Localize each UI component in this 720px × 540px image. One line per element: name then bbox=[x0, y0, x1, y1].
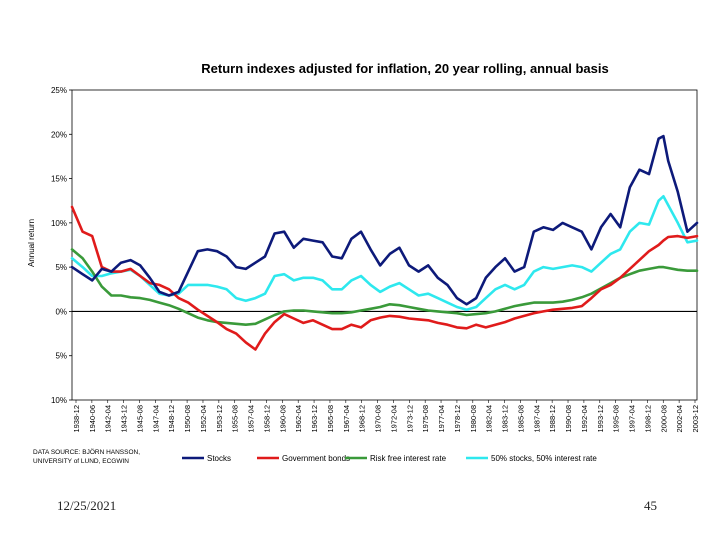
legend-label: Stocks bbox=[207, 454, 231, 463]
plot-area bbox=[71, 89, 698, 401]
x-tick-label: 1947-04 bbox=[151, 405, 160, 433]
x-tick-label: 1973-12 bbox=[405, 405, 414, 433]
source-note-line-2: UNIVERSITY of LUND, ECGWIN bbox=[33, 458, 129, 465]
series-line-mix-50-50 bbox=[70, 195, 699, 312]
x-tick-label: 1995-08 bbox=[612, 405, 621, 433]
x-tick-label: 1975-08 bbox=[421, 405, 430, 433]
y-axis-label: Annual return bbox=[27, 219, 36, 267]
x-tick-label: 1978-12 bbox=[453, 405, 462, 433]
legend-label: Government bonds bbox=[282, 454, 350, 463]
x-tick-label: 1963-12 bbox=[310, 405, 319, 433]
x-tick-label: 1950-08 bbox=[183, 405, 192, 433]
source-note-line-1: DATA SOURCE: BJÖRN HANSSON, bbox=[33, 448, 140, 456]
x-tick-label: 1997-04 bbox=[628, 405, 637, 433]
legend-label: Risk free interest rate bbox=[370, 454, 447, 463]
x-tick-label: 1955-08 bbox=[231, 405, 240, 433]
chart: Return indexes adjusted for inflation, 2… bbox=[27, 61, 700, 465]
legend-label: 50% stocks, 50% interest rate bbox=[491, 454, 597, 463]
plot-border bbox=[71, 89, 698, 401]
x-tick-label: 1953-12 bbox=[215, 405, 224, 433]
x-tick-label: 1957-04 bbox=[247, 405, 256, 433]
x-tick-label: 1948-12 bbox=[167, 405, 176, 433]
series-line-government-bonds bbox=[70, 205, 699, 351]
x-tick-label: 1965-08 bbox=[326, 405, 335, 433]
x-tick-label: 1943-12 bbox=[120, 405, 129, 433]
chart-title: Return indexes adjusted for inflation, 2… bbox=[201, 61, 608, 76]
y-tick-label: 20% bbox=[51, 130, 67, 139]
x-tick-label: 1970-08 bbox=[374, 405, 383, 433]
x-tick-label: 1980-08 bbox=[469, 405, 478, 433]
x-tick-label: 1967-04 bbox=[342, 405, 351, 433]
y-tick-label: 5% bbox=[55, 263, 67, 272]
x-tick-label: 1982-04 bbox=[485, 405, 494, 433]
x-tick-label: 1983-12 bbox=[501, 405, 510, 433]
series-layer bbox=[70, 134, 699, 351]
legend: Stocks Government bonds Risk free interest… bbox=[182, 454, 597, 463]
x-tick-label: 1993-12 bbox=[596, 405, 605, 433]
y-tick-label: 10% bbox=[51, 219, 67, 228]
footer-date: 12/25/2021 bbox=[57, 498, 117, 513]
x-tick-label: 1962-04 bbox=[294, 405, 303, 433]
x-tick-label: 1972-04 bbox=[389, 405, 398, 433]
page-number: 45 bbox=[644, 498, 657, 513]
y-axis: 25% 20% 15% 10% 5% 0% 5% 10% bbox=[51, 86, 72, 405]
x-tick-label: 1990-08 bbox=[564, 405, 573, 433]
x-tick-label: 1940-06 bbox=[88, 405, 97, 433]
y-tick-label: 5% bbox=[55, 352, 67, 361]
x-tick-label: 1977-04 bbox=[437, 405, 446, 433]
y-tick-label: 25% bbox=[51, 86, 67, 95]
x-tick-label: 1968-12 bbox=[358, 405, 367, 433]
x-axis: 1938-12 1940-06 1942-04 1943-12 1945-08 1947-… bbox=[72, 400, 700, 433]
y-tick-label: 15% bbox=[51, 175, 67, 184]
x-tick-label: 1942-04 bbox=[104, 405, 113, 433]
x-tick-label: 2000-08 bbox=[659, 405, 668, 433]
x-tick-label: 2003-12 bbox=[691, 405, 700, 433]
x-tick-label: 1945-08 bbox=[135, 405, 144, 433]
x-tick-label: 1988-12 bbox=[548, 405, 557, 433]
x-tick-label: 1938-12 bbox=[72, 405, 81, 433]
x-tick-label: 1992-04 bbox=[580, 405, 589, 433]
x-tick-label: 1987-04 bbox=[532, 405, 541, 433]
x-tick-label: 1952-04 bbox=[199, 405, 208, 433]
x-tick-label: 1960-08 bbox=[278, 405, 287, 433]
x-tick-label: 1998-12 bbox=[643, 405, 652, 433]
x-tick-label: 2002-04 bbox=[675, 405, 684, 433]
x-tick-label: 1985-08 bbox=[516, 405, 525, 433]
x-tick-label: 1958-12 bbox=[262, 405, 271, 433]
y-tick-label: 0% bbox=[55, 307, 67, 316]
y-tick-label: 10% bbox=[51, 396, 67, 405]
series-line-stocks bbox=[70, 134, 699, 306]
